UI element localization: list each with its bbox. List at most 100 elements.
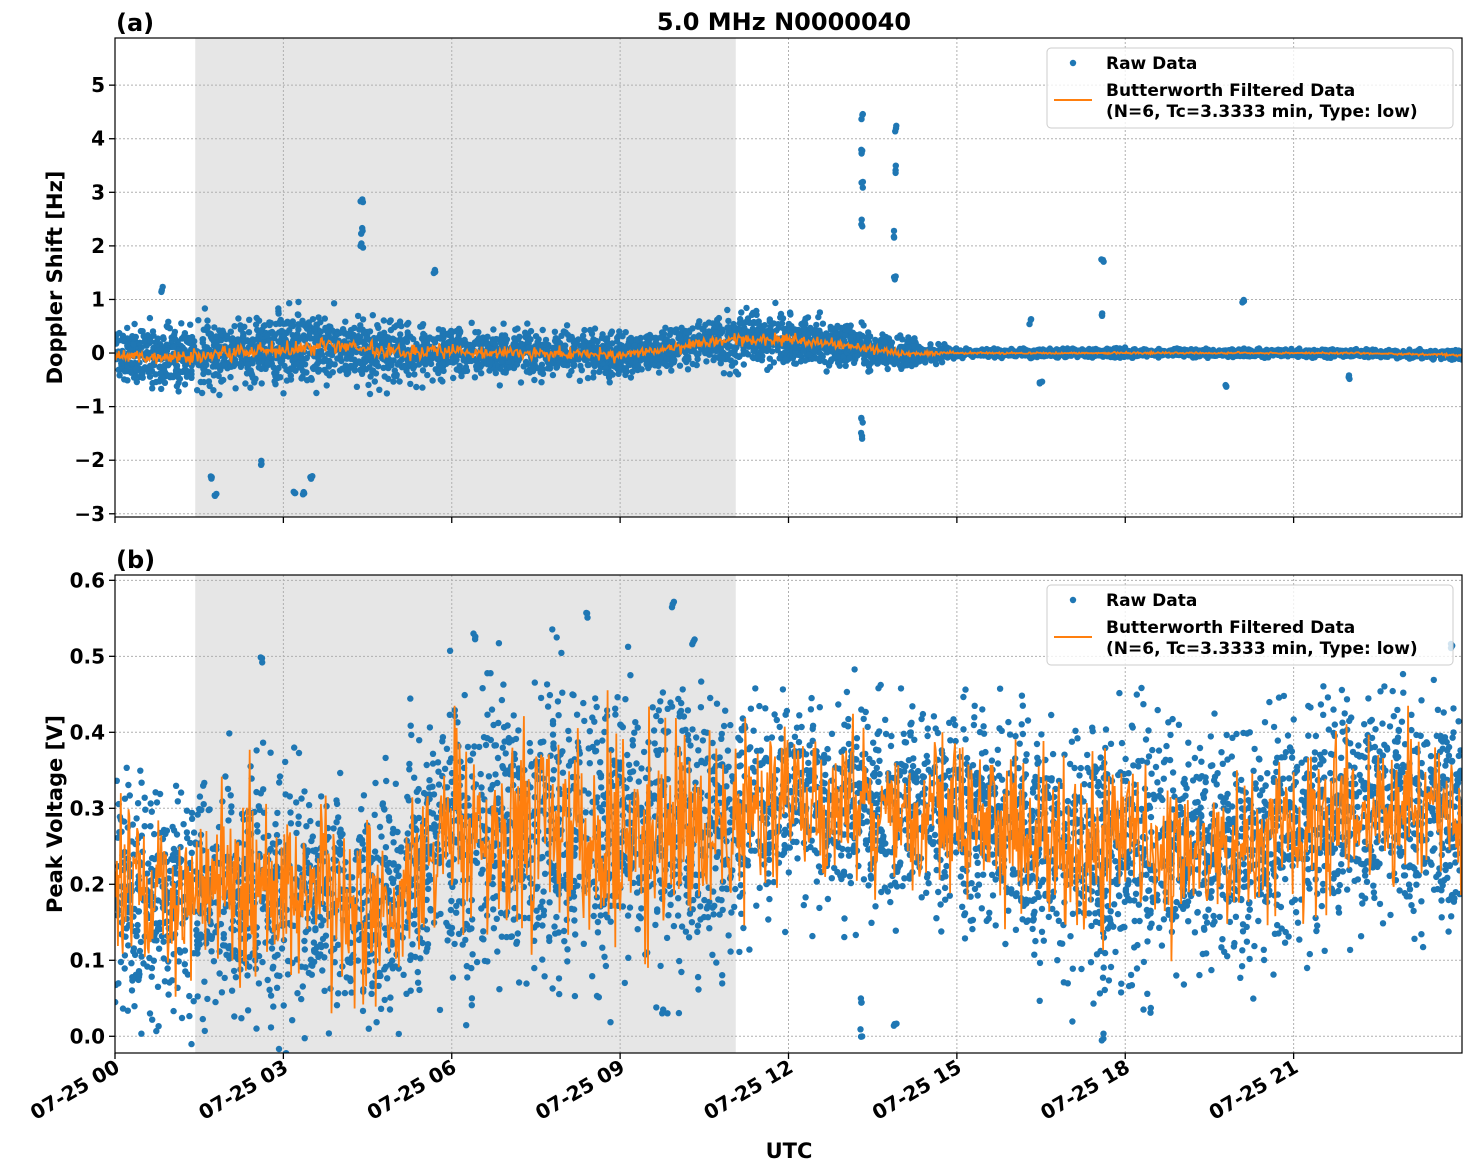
raw-data-point — [372, 378, 378, 384]
raw-data-point — [786, 321, 792, 327]
raw-data-point — [662, 325, 668, 331]
raw-data-point — [621, 344, 627, 350]
raw-data-point — [249, 372, 255, 378]
raw-data-point — [540, 327, 546, 333]
raw-data-point — [436, 326, 442, 332]
raw-data-point — [828, 356, 834, 362]
raw-data-point — [834, 353, 840, 359]
raw-data-point — [407, 381, 413, 387]
raw-data-point — [504, 336, 510, 342]
shaded-region — [195, 38, 735, 517]
raw-data-point — [202, 367, 208, 373]
raw-data-point — [552, 329, 558, 335]
raw-data-point — [424, 372, 430, 378]
raw-data-point — [377, 331, 383, 337]
raw-data-point — [216, 362, 222, 368]
raw-data-point — [787, 309, 793, 315]
raw-data-point — [478, 370, 484, 376]
raw-data-point — [854, 352, 860, 358]
raw-data-point — [420, 321, 426, 327]
raw-data-point — [376, 387, 382, 393]
raw-data-point — [712, 329, 718, 335]
raw-data-point — [231, 363, 237, 369]
raw-data-point — [272, 381, 278, 387]
raw-data-point — [615, 371, 621, 377]
raw-data-point — [645, 365, 651, 371]
raw-data-point — [380, 365, 386, 371]
raw-data-point — [455, 367, 461, 373]
raw-data-point — [531, 377, 537, 383]
raw-data-point — [668, 367, 674, 373]
raw-data-point — [703, 358, 709, 364]
raw-data-point — [246, 329, 252, 335]
raw-data-point — [388, 317, 394, 323]
raw-data-point — [518, 341, 524, 347]
raw-data-point — [311, 325, 317, 331]
raw-data-point — [875, 360, 881, 366]
raw-data-point — [293, 361, 299, 367]
raw-data-point — [174, 372, 180, 378]
raw-data-point — [162, 362, 168, 368]
raw-data-point — [392, 372, 398, 378]
raw-data-point — [354, 384, 360, 390]
raw-data-point — [295, 312, 301, 318]
raw-data-point — [475, 329, 481, 335]
raw-data-point — [524, 320, 530, 326]
raw-data-point — [776, 355, 782, 361]
y-tick-label: 2 — [91, 234, 105, 258]
raw-data-point — [264, 360, 270, 366]
raw-data-point — [202, 344, 208, 350]
raw-data-point — [537, 369, 543, 375]
raw-data-point — [605, 341, 611, 347]
raw-data-point — [315, 314, 321, 320]
raw-data-point — [404, 339, 410, 345]
raw-data-point — [204, 325, 210, 331]
raw-data-point — [308, 375, 314, 381]
raw-data-point — [472, 374, 478, 380]
raw-data-point — [204, 317, 210, 323]
raw-data-point — [242, 380, 248, 386]
raw-data-point — [761, 347, 767, 353]
raw-data-point — [419, 384, 425, 390]
raw-data-point — [624, 368, 630, 374]
raw-data-point — [751, 319, 757, 325]
raw-data-point — [247, 385, 253, 391]
raw-data-point — [550, 372, 556, 378]
raw-data-point — [265, 332, 271, 338]
raw-data-point — [147, 374, 153, 380]
raw-data-point — [367, 391, 373, 397]
raw-data-point — [469, 320, 475, 326]
raw-data-point — [669, 338, 675, 344]
raw-data-point — [741, 361, 747, 367]
raw-data-point — [538, 379, 544, 385]
raw-data-point — [277, 374, 283, 380]
raw-data-point — [813, 322, 819, 328]
raw-data-point — [229, 339, 235, 345]
raw-data-point — [450, 375, 456, 381]
raw-data-point — [755, 328, 761, 334]
raw-data-point — [834, 325, 840, 331]
raw-data-point — [903, 362, 909, 368]
raw-data-point — [158, 386, 164, 392]
raw-data-point — [280, 390, 286, 396]
raw-data-point — [843, 363, 849, 369]
raw-data-point — [318, 328, 324, 334]
raw-data-point — [655, 363, 661, 369]
raw-data-point — [388, 362, 394, 368]
raw-data-point — [429, 377, 435, 383]
raw-data-point — [661, 360, 667, 366]
raw-data-point — [251, 379, 257, 385]
raw-data-point — [367, 373, 373, 379]
raw-data-point — [555, 340, 561, 346]
raw-data-point — [802, 316, 808, 322]
raw-data-point — [131, 321, 137, 327]
y-tick-label: 1 — [91, 287, 105, 311]
raw-data-point — [124, 325, 130, 331]
raw-data-point — [575, 356, 581, 362]
raw-data-point — [791, 360, 797, 366]
raw-data-point — [288, 322, 294, 328]
raw-data-point — [322, 358, 328, 364]
raw-data-point — [628, 374, 634, 380]
raw-data-point — [400, 343, 406, 349]
